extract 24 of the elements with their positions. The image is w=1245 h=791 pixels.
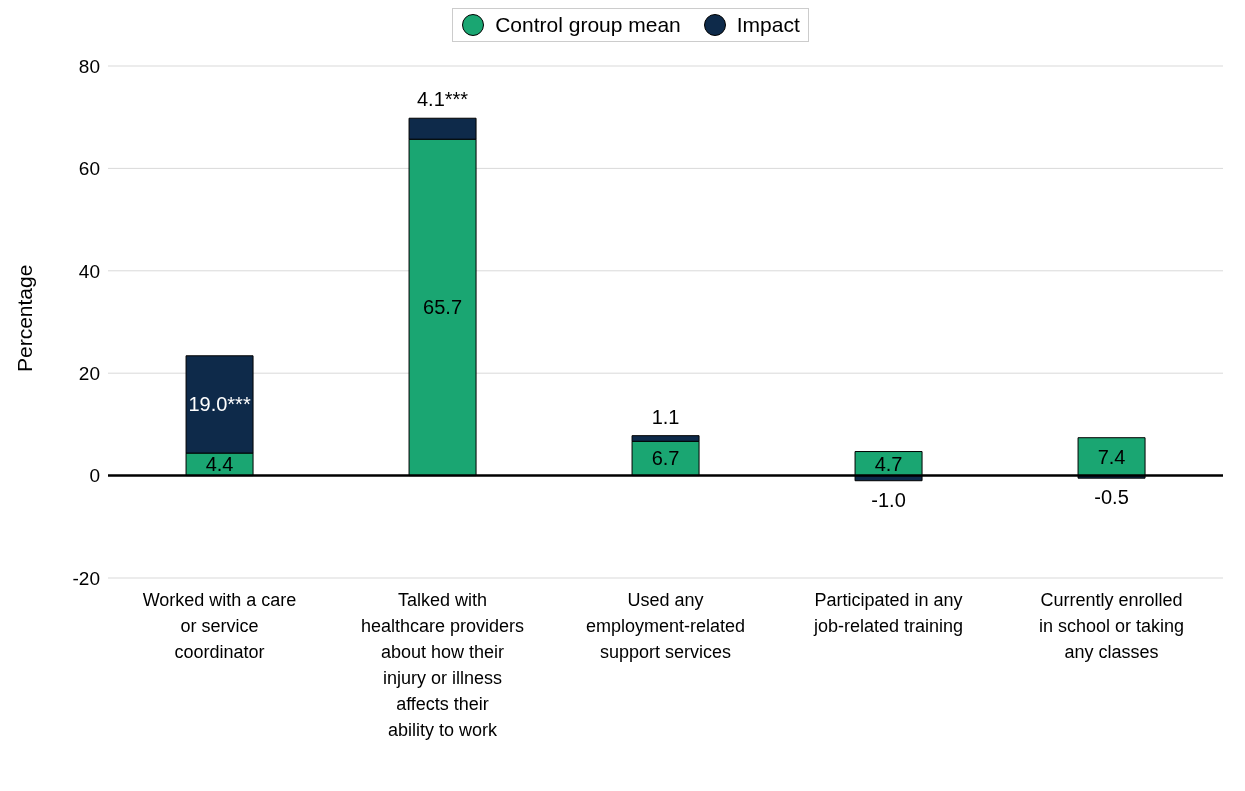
data-label: 1.1 <box>651 405 680 428</box>
data-label: 65.7 <box>423 296 463 319</box>
x-tick-label: Used any employment-related support services <box>585 590 746 662</box>
y-axis-title: Percentage <box>13 264 37 372</box>
data-label: 4.1*** <box>416 88 469 111</box>
x-tick-label: Currently enrolled in school or taking any classes <box>1038 590 1185 662</box>
y-tick-label: 0 <box>89 465 100 487</box>
y-tick-label: 40 <box>78 260 100 282</box>
y-tick-label: 60 <box>78 158 100 180</box>
data-label: 4.4 <box>205 453 234 476</box>
data-label: -1.0 <box>871 488 906 511</box>
y-tick-label: -20 <box>72 567 100 589</box>
y-tick-label: 80 <box>78 55 100 77</box>
data-label: 4.7 <box>874 452 903 475</box>
data-label: 6.7 <box>651 447 680 470</box>
x-tick-label: Talked with healthcare providers about how their injury or illness affects their ability to work <box>360 590 525 740</box>
legend-label: Impact <box>735 13 800 37</box>
x-tick-label: Worked with a care or service coordinator <box>142 590 297 662</box>
legend-label: Control group mean <box>494 13 681 37</box>
data-label: -0.5 <box>1094 486 1129 509</box>
y-tick-label: 20 <box>78 362 100 384</box>
data-label: 7.4 <box>1097 445 1126 468</box>
data-label: 19.0*** <box>188 393 251 416</box>
x-tick-label: Participated in any job-related training <box>812 590 964 636</box>
